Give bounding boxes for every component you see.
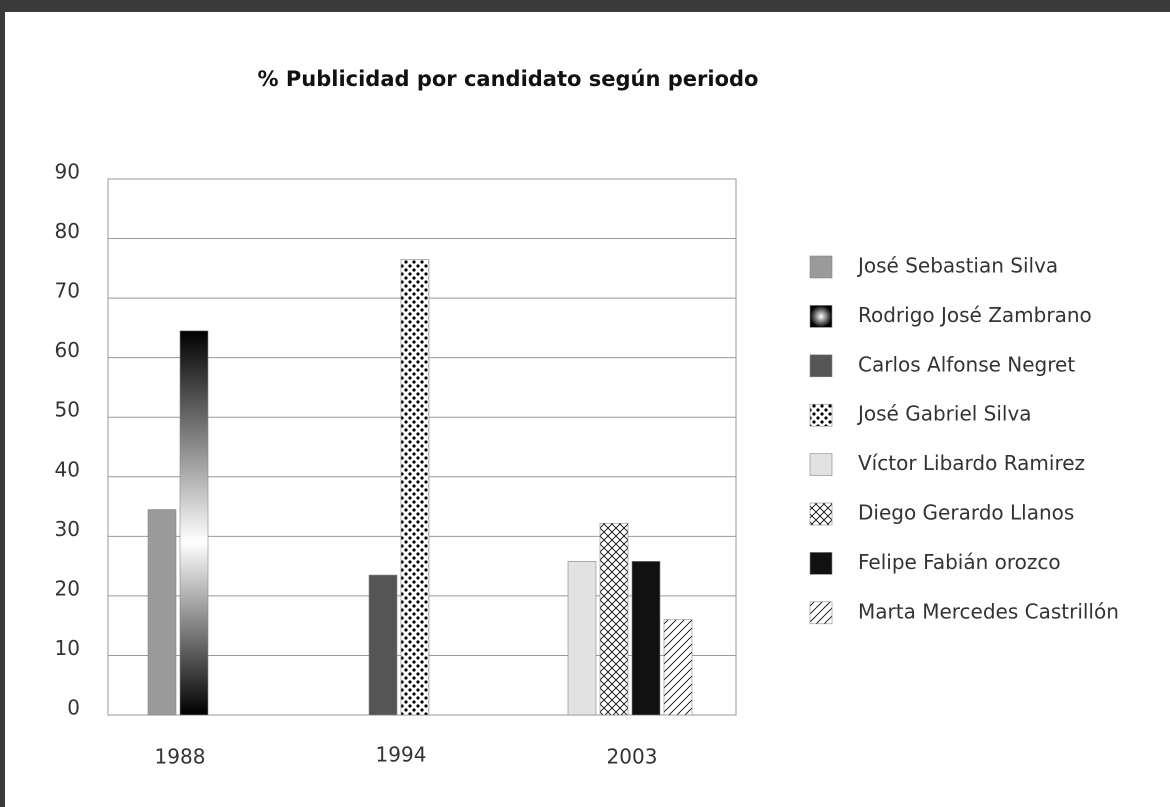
top-frame — [0, 0, 1170, 12]
bar — [147, 509, 177, 716]
bar — [631, 561, 661, 716]
legend-label: Felipe Fabián orozco — [858, 550, 1061, 574]
x-tick-label: 1988 — [155, 745, 206, 769]
left-frame — [0, 0, 5, 807]
y-tick-label: 60 — [55, 338, 80, 362]
x-tick-label: 1994 — [376, 743, 427, 767]
bar — [368, 574, 398, 716]
legend-label: Víctor Libardo Ramirez — [858, 451, 1085, 475]
legend-swatch — [809, 502, 833, 526]
y-tick-label: 40 — [55, 457, 80, 481]
y-tick-label: 50 — [55, 398, 80, 422]
legend-label: José Sebastian Silva — [856, 254, 1058, 278]
legend-label: Marta Mercedes Castrillón — [858, 599, 1119, 623]
y-tick-label: 70 — [55, 279, 80, 303]
legend-swatch — [809, 453, 833, 476]
legend-label: José Gabriel Silva — [856, 402, 1032, 426]
y-tick-label: 10 — [55, 636, 80, 660]
legend-swatch — [809, 305, 833, 328]
bar — [663, 619, 693, 716]
legend-label: Diego Gerardo Llanos — [858, 501, 1074, 525]
y-tick-label: 90 — [55, 160, 80, 184]
y-tick-label: 20 — [55, 576, 80, 600]
legend-swatch — [809, 354, 833, 378]
bar — [179, 330, 209, 716]
bar — [599, 522, 629, 716]
legend-swatch — [809, 403, 833, 427]
legend-swatch — [809, 601, 833, 625]
legend-label: Rodrigo José Zambrano — [858, 303, 1092, 327]
y-tick-label: 80 — [55, 219, 80, 243]
y-tick-label: 30 — [55, 517, 80, 541]
legend-swatch — [809, 552, 833, 575]
bar — [567, 561, 597, 716]
bar — [400, 259, 430, 716]
legend-label: Carlos Alfonse Negret — [858, 352, 1075, 376]
legend-swatch — [809, 255, 833, 279]
chart-title: % Publicidad por candidato según periodo — [258, 67, 759, 91]
x-tick-label: 2003 — [607, 745, 658, 769]
y-tick-label: 0 — [67, 696, 80, 720]
